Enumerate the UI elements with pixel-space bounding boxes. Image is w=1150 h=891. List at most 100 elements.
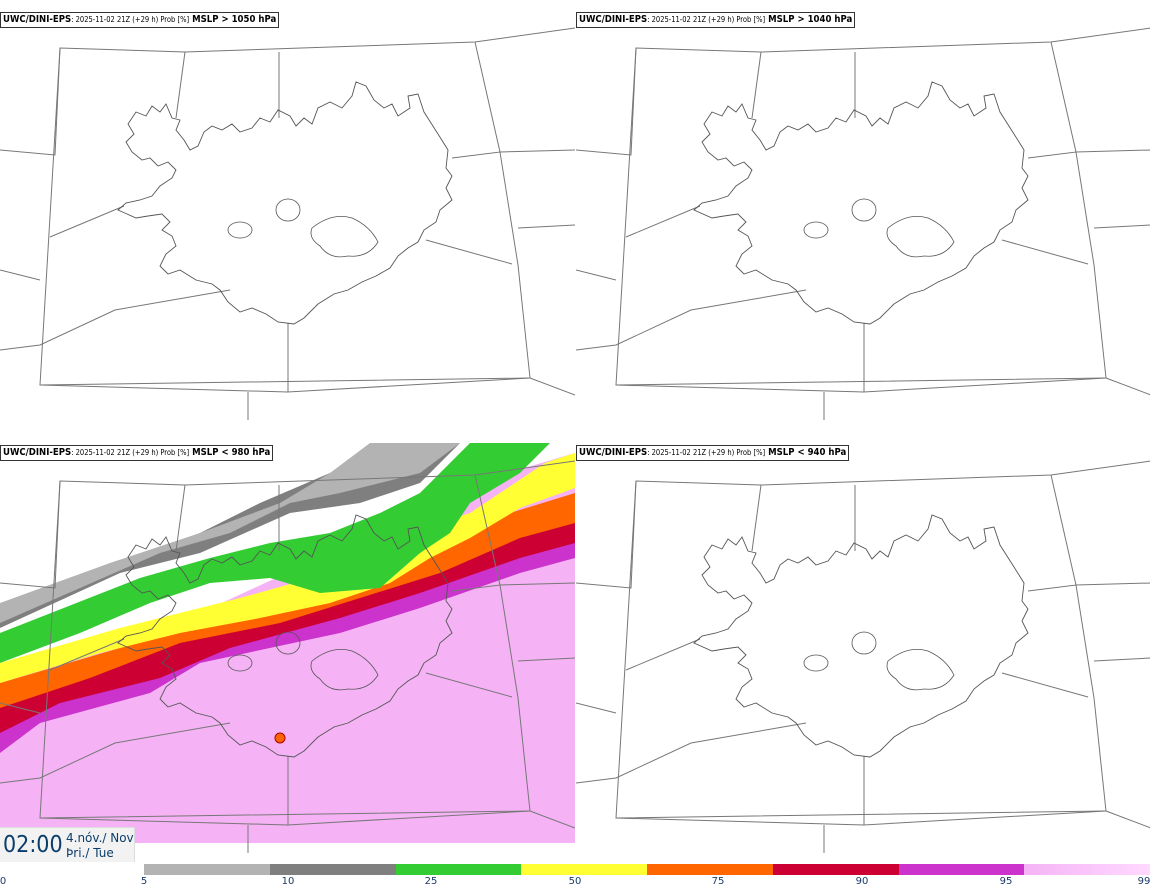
graticule-line [175, 51, 186, 119]
graticule-line [529, 377, 575, 396]
graticule-line [576, 460, 1150, 589]
graticule-line [425, 239, 513, 265]
graticule-line [474, 41, 501, 153]
iceland-coastline [693, 81, 1029, 325]
colorbar-segment [647, 864, 773, 875]
graticule-line [1093, 657, 1150, 662]
basemap [0, 460, 575, 853]
graticule-line [287, 323, 531, 393]
valid-date: 4.nóv./ Nov [66, 831, 134, 845]
graticule-line [1027, 584, 1107, 812]
colorbar [144, 864, 1150, 875]
graticule-line [529, 810, 575, 829]
graticule-line [517, 657, 575, 662]
glacier-outline [227, 221, 253, 239]
panel-title: UWC/DINI-EPS: 2025-11-02 21Z (+29 h) Pro… [0, 445, 274, 461]
panel-title: UWC/DINI-EPS: 2025-11-02 21Z (+29 h) Pro… [576, 12, 856, 28]
graticule-line [1075, 149, 1150, 153]
glacier-outline [851, 631, 877, 655]
graticule-line [0, 269, 41, 281]
map-panel-1040: UWC/DINI-EPS: 2025-11-02 21Z (+29 h) Pro… [576, 0, 1150, 433]
colorbar-tick-label: 90 [855, 876, 869, 887]
prob-band-5 [0, 443, 460, 623]
valid-time-clock: 02:00 [3, 832, 63, 858]
graticule-line [576, 289, 807, 351]
graticule-line [625, 638, 701, 671]
graticule-line [1001, 239, 1089, 265]
graticule-line [1050, 41, 1077, 153]
prob-core-spot [274, 732, 286, 744]
glacier-outline [886, 215, 955, 258]
graticule-line [175, 484, 186, 552]
graticule-line [1001, 672, 1089, 698]
basemap [576, 460, 1150, 853]
panel-bottom-edge [0, 843, 575, 863]
graticule-line [499, 149, 575, 153]
colorbar-segment [898, 864, 1025, 875]
graticule-line [751, 484, 762, 552]
graticule-line [499, 582, 575, 586]
glacier-outline [886, 648, 955, 691]
graticule-line [751, 51, 762, 119]
graticule-line [49, 638, 125, 671]
colorbar-tick-label: 95 [999, 876, 1013, 887]
basemap [0, 27, 575, 420]
graticule-line [39, 47, 531, 386]
glacier-outline [310, 648, 379, 691]
colorbar-tick-label: 25 [424, 876, 438, 887]
graticule-line [39, 817, 289, 826]
graticule-line [576, 702, 617, 714]
map-panel-1050: UWC/DINI-EPS: 2025-11-02 21Z (+29 h) Pro… [0, 0, 575, 433]
glacier-outline [275, 198, 301, 222]
colorbar-segment [772, 864, 899, 875]
graticule-line [0, 460, 575, 589]
graticule-line [576, 269, 617, 281]
iceland-coastline [117, 81, 453, 325]
colorbar-tick-label: 10 [281, 876, 295, 887]
map-panel-940: UWC/DINI-EPS: 2025-11-02 21Z (+29 h) Pro… [576, 433, 1150, 863]
panel-title: UWC/DINI-EPS: 2025-11-02 21Z (+29 h) Pro… [0, 12, 280, 28]
graticule-line [451, 584, 531, 812]
graticule-line [1093, 224, 1150, 229]
graticule-line [576, 27, 1150, 156]
map-panel-980: UWC/DINI-EPS: 2025-11-02 21Z (+29 h) Pro… [0, 433, 575, 863]
glacier-outline [803, 221, 829, 239]
panel-title: UWC/DINI-EPS: 2025-11-02 21Z (+29 h) Pro… [576, 445, 850, 461]
valid-time-box: 02:00 4.nóv./ Nov Þri./ Tue [0, 827, 135, 862]
iceland-coastline [117, 514, 453, 758]
graticule-line [615, 480, 1107, 819]
graticule-line [576, 722, 807, 784]
colorbar-tick-label: 5 [140, 876, 148, 887]
glacier-outline [851, 198, 877, 222]
prob-band-50 [0, 453, 575, 683]
map-980 [0, 433, 575, 863]
colorbar-segment [269, 864, 396, 875]
glacier-outline [803, 654, 829, 672]
graticule-line [425, 672, 513, 698]
graticule-line [863, 323, 1107, 393]
graticule-line [1105, 377, 1150, 396]
basemap [576, 27, 1150, 420]
graticule-line [474, 474, 501, 586]
graticule-line [863, 756, 1107, 826]
graticule-line [1105, 810, 1150, 829]
graticule-line [0, 702, 41, 714]
valid-weekday: Þri./ Tue [66, 846, 114, 860]
graticule-line [615, 817, 865, 826]
graticule-line [39, 384, 289, 393]
graticule-line [1075, 582, 1150, 586]
colorbar-tick-label: 50 [568, 876, 582, 887]
prob-band-25 [0, 443, 550, 663]
graticule-line [517, 224, 575, 229]
colorbar-segment [521, 864, 647, 875]
map-1050 [0, 27, 575, 420]
colorbar-ticks: 0 5 10 25 50 75 90 95 99 [0, 876, 1150, 891]
graticule-line [0, 27, 575, 156]
iceland-coastline [693, 514, 1029, 758]
colorbar-segment [395, 864, 522, 875]
colorbar-tick-label: 99 [1137, 876, 1150, 887]
colorbar-segment [144, 864, 270, 875]
graticule-line [49, 205, 125, 238]
graticule-line [451, 151, 531, 379]
map-1040 [576, 27, 1150, 420]
